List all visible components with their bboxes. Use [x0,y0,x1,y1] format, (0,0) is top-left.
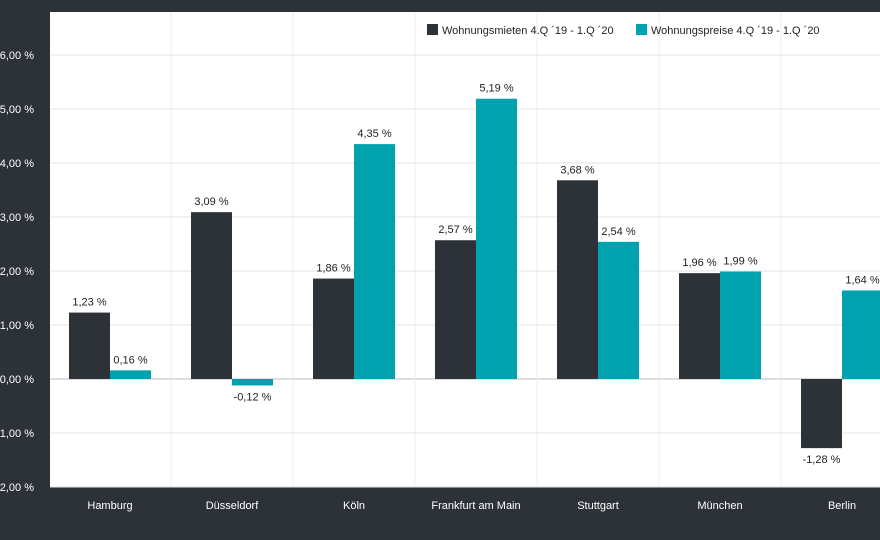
data-labels: 1,23 % 0,16 % 3,09 % -0,12 % 1,86 % 4,35 % 2,5… [72,83,879,466]
bar-mieten [557,180,598,379]
y-tick-label: -2,00 % [0,482,34,494]
y-tick-label: 6,00 % [0,50,34,62]
x-tick-label: Berlin [828,500,856,512]
data-label: 2,54 % [601,226,635,238]
x-axis: Hamburg Düsseldorf Köln Frankfurt am Main St… [87,500,856,512]
legend: Wohnungsmieten 4.Q ´19 - 1.Q ´20 Wohnungs… [427,24,820,37]
data-label: 1,99 % [723,256,757,268]
data-label: 1,23 % [72,297,106,309]
y-tick-label: 5,00 % [0,104,34,116]
data-label: 5,19 % [479,83,513,95]
data-label: -1,28 % [803,454,841,466]
data-label: 2,57 % [438,224,472,236]
bar-mieten [191,212,232,379]
x-tick-label: Hamburg [87,500,132,512]
bar-preise [232,379,273,386]
y-tick-label: 0,00 % [0,374,34,386]
grid [50,12,880,488]
x-tick-label: Stuttgart [577,500,619,512]
data-label: 1,64 % [845,274,879,286]
y-tick-label: 3,00 % [0,212,34,224]
data-label: 1,96 % [682,257,716,269]
bar-mieten [69,312,110,379]
x-tick-label: München [697,500,742,512]
bar-preise [598,241,639,379]
y-tick-label: 2,00 % [0,266,34,278]
data-label: 1,86 % [316,263,350,275]
data-label: 3,68 % [560,164,594,176]
data-label: 3,09 % [194,196,228,208]
data-label: 0,16 % [113,354,147,366]
x-tick-label: Köln [343,500,365,512]
y-tick-label: 4,00 % [0,158,34,170]
bar-preise [720,271,761,379]
y-tick-label: -1,00 % [0,428,34,440]
x-tick-label: Düsseldorf [206,500,260,512]
legend-swatch [427,24,438,35]
y-axis: 6,00 % 5,00 % 4,00 % 3,00 % 2,00 % 1,00 % 0,00… [0,50,34,494]
legend-label: Wohnungspreise 4.Q ´19 - 1.Q ´20 [651,25,820,37]
data-label: -0,12 % [234,391,272,403]
bar-preise [842,290,880,379]
bar-mieten [801,379,842,449]
bar-preise [354,144,395,379]
x-tick-label: Frankfurt am Main [431,500,520,512]
bars [69,98,880,449]
bar-preise [476,98,517,380]
bar-mieten [679,273,720,379]
bar-preise [110,370,151,379]
legend-swatch [636,24,647,35]
bar-mieten [435,240,476,379]
legend-label: Wohnungsmieten 4.Q ´19 - 1.Q ´20 [442,25,614,37]
data-label: 4,35 % [357,128,391,140]
bar-mieten [313,278,354,379]
y-tick-label: 1,00 % [0,320,34,332]
